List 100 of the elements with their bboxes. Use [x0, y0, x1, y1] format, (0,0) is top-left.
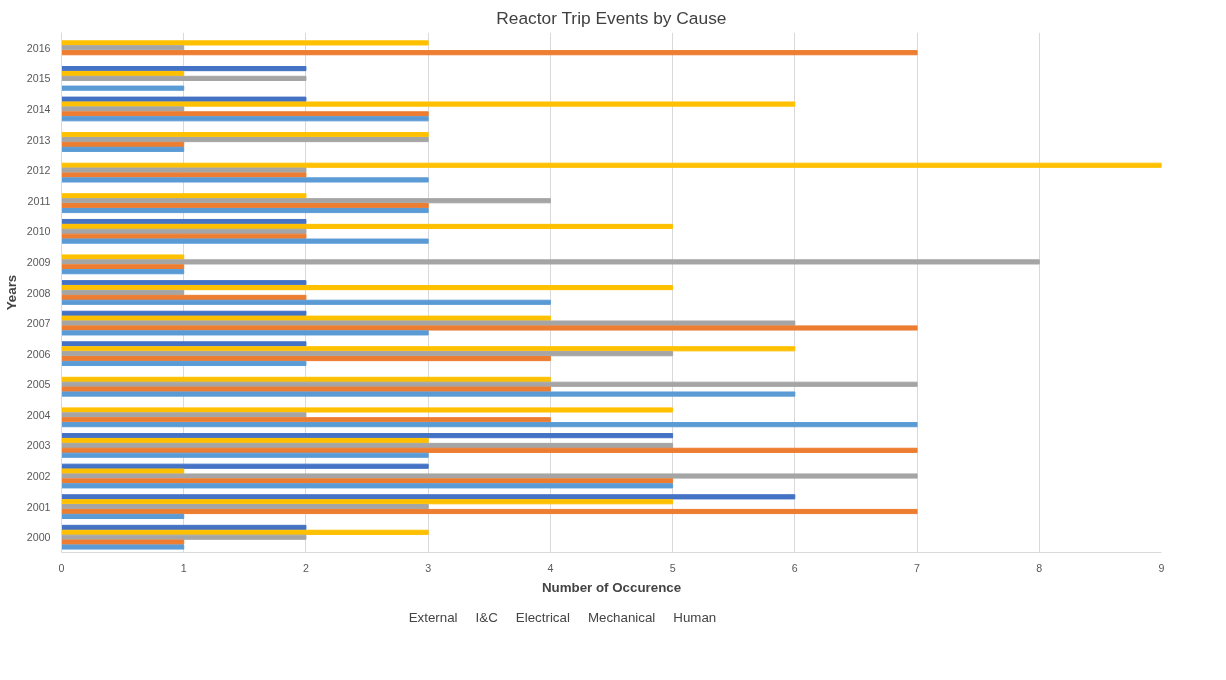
y-tick-label: 2007: [26, 317, 51, 330]
bar: [61, 45, 185, 51]
bar: [61, 468, 185, 474]
bar: [61, 539, 185, 545]
bar: [61, 513, 185, 519]
bar: [61, 223, 674, 230]
bar: [61, 193, 307, 199]
y-axis-title: Years: [3, 274, 19, 311]
bar: [61, 289, 185, 296]
y-tick-label: 2009: [26, 255, 51, 268]
x-tick-label: 2: [302, 561, 309, 574]
bar: [61, 320, 796, 326]
bar: [61, 494, 796, 500]
y-tick-label: 2011: [27, 194, 51, 207]
bar: [61, 132, 429, 138]
text: External: [408, 609, 458, 625]
x-tick-label: 9: [1158, 561, 1165, 574]
bar: [61, 285, 674, 291]
bar: [61, 40, 429, 46]
y-tick-label: 2004: [26, 408, 51, 421]
bar: [61, 203, 429, 209]
text: I&C: [475, 609, 498, 625]
bar: [61, 478, 674, 484]
bar: [61, 136, 429, 143]
y-tick-label: 2006: [26, 347, 51, 360]
bar: [61, 101, 796, 107]
bar: [61, 391, 796, 397]
bar: [61, 299, 551, 305]
bar: [61, 355, 551, 362]
bar: [61, 407, 674, 413]
bar: [61, 111, 429, 117]
y-tick-label: 2008: [26, 286, 51, 299]
text: Electrical: [515, 609, 570, 625]
bar: [61, 167, 307, 173]
bar: [61, 463, 429, 469]
bar: [61, 254, 185, 260]
x-tick-label: 5: [669, 561, 676, 574]
bar: [61, 325, 918, 331]
x-tick-label: 3: [425, 561, 432, 574]
bar: [61, 106, 185, 112]
bar: [61, 437, 429, 444]
y-tick-label: 2010: [26, 225, 51, 238]
y-tick-label: 2000: [26, 531, 51, 544]
bar: [61, 346, 796, 352]
bar: [61, 422, 918, 428]
bar: [61, 433, 674, 439]
bar: [61, 238, 429, 244]
bar: [61, 442, 674, 449]
bar: [61, 417, 551, 423]
bar: [61, 376, 551, 382]
bar: [61, 75, 307, 81]
x-tick-label: 6: [791, 561, 798, 574]
y-tick-label: 2012: [26, 164, 51, 177]
bar: [61, 280, 307, 286]
x-tick-label: 1: [180, 561, 187, 574]
y-tick-label: 2015: [26, 72, 51, 85]
y-tick-label: 2003: [26, 439, 51, 452]
bar: [61, 360, 307, 367]
bar: [61, 96, 307, 102]
bar: [61, 259, 1040, 265]
bar: [61, 504, 429, 510]
bar: [61, 141, 185, 148]
bar: [61, 483, 674, 489]
bar: [61, 162, 1162, 168]
x-tick-label: 0: [58, 561, 65, 574]
bar: [61, 269, 185, 275]
bar: [61, 85, 185, 91]
bar: [61, 508, 918, 515]
bar: [61, 341, 307, 347]
bar: [61, 534, 307, 540]
bar: [61, 177, 429, 183]
chart-title: Reactor Trip Events by Cause: [496, 7, 727, 28]
bar: [61, 473, 918, 479]
bar: [61, 66, 307, 72]
bar: [61, 116, 429, 122]
y-tick-label: 2016: [26, 41, 51, 54]
bar: [61, 172, 307, 178]
bar: [61, 198, 551, 204]
x-tick-label: 8: [1036, 561, 1043, 574]
x-tick-label: 7: [914, 561, 921, 574]
bar: [61, 50, 918, 56]
text: Human: [673, 609, 717, 625]
bar: [61, 233, 307, 239]
bar: [61, 351, 674, 357]
text: Mechanical: [587, 609, 656, 625]
bar: [61, 499, 674, 505]
bar: [61, 412, 307, 418]
bar: [61, 524, 307, 530]
y-tick-label: 2002: [26, 470, 51, 483]
bar: [61, 207, 429, 214]
bar: [61, 294, 307, 300]
bar: [61, 330, 429, 336]
x-axis-title: Number of Occurence: [541, 579, 682, 595]
x-tick-label: 4: [547, 561, 554, 574]
y-tick-label: 2013: [26, 133, 51, 146]
bar: [61, 264, 185, 270]
y-tick-label: 2001: [26, 500, 51, 513]
bar: [61, 452, 429, 458]
bar: [61, 70, 185, 77]
bar: [61, 218, 307, 225]
